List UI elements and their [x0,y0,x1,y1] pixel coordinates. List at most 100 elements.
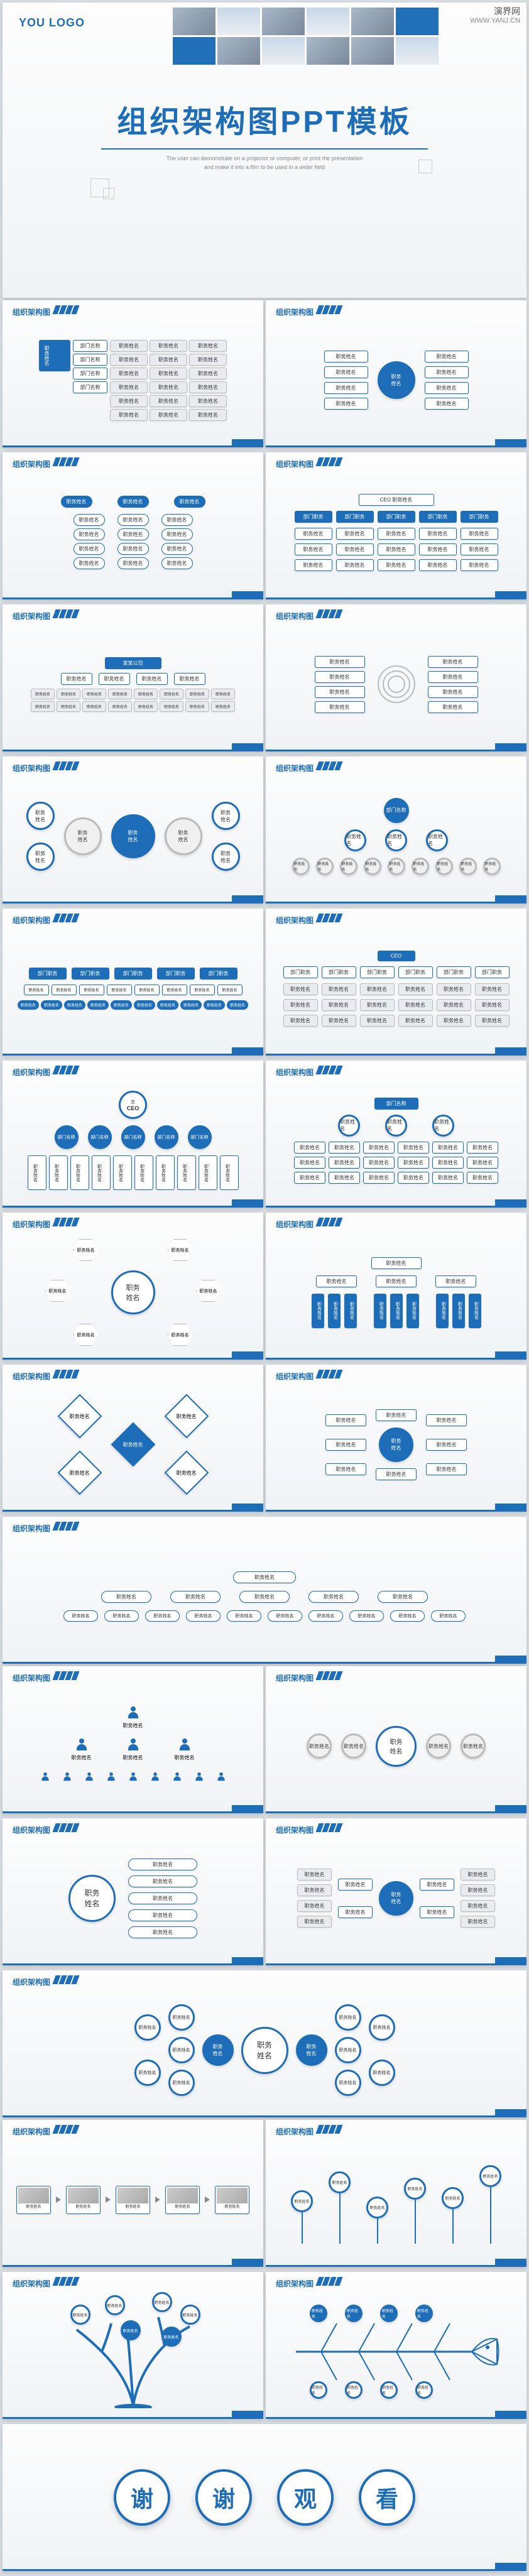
box: 职务姓名 [161,557,193,569]
circle: 职务姓名 [134,2014,161,2041]
box: 职务姓名 [227,1610,261,1622]
circle: 职务姓名 [329,2171,351,2193]
center: 职务 姓名 [111,1270,155,1314]
box: 职务姓名 [437,983,471,995]
box: 职务姓名 [297,1869,332,1880]
box: 职务姓名 [308,1610,343,1622]
label: 职务姓名 [123,1754,143,1761]
box: 职务姓名 [324,382,368,394]
box: 部门职务 [419,511,457,523]
box: 职务姓名 [428,671,478,683]
slide-20: 组织架构图 职务姓名 职务姓名 职务 姓名 职务姓名 职务姓名 [266,1666,526,1813]
box: 职务姓名 [283,983,318,995]
box: 职务姓名 [322,1015,356,1027]
box: 职务姓名 [190,985,215,995]
box: 职务姓名 [161,528,193,540]
box: 职务姓名 [437,1015,471,1027]
box: 职务姓名 [425,351,469,363]
box: 职务姓名 [436,1294,449,1328]
hex: 职务姓名 [74,1324,99,1346]
box: 职务姓名 [374,1294,386,1328]
box: 职务姓名 [233,1571,296,1583]
circle: 职务 姓名 [296,2034,327,2066]
slide-5: 组织架构图 CEO 职务姓名 部门职务 部门职务 部门职务 部门职务 部门职务 … [266,452,526,599]
box: 职务姓名 [128,1875,197,1887]
box: 职务姓名 [406,1294,419,1328]
box: 职务姓名 [61,496,92,508]
circle: 职务姓名 [435,858,453,875]
box: 职务姓名 [435,1275,476,1287]
box: 部门职务 [283,966,318,978]
box: 职务姓名 [363,1142,395,1154]
box: 职务姓名 [87,1000,109,1010]
person-icon [41,1772,50,1781]
slide-2: 组织架构图 职务姓名 部门名称 部门名称 部门名称 部门名称 职务姓名职务姓名职… [3,300,263,447]
circle: 职务姓名 [459,858,477,875]
circle: 职务姓名 [344,829,366,851]
box: 职务姓名 [283,1015,318,1027]
box: 职务姓名 [398,1142,429,1154]
slide-24: 组织架构图 职务姓名 职务姓名 职务姓名 职务姓名 职务姓名 [3,2120,263,2267]
box: 职务姓名 [398,999,433,1011]
circle: 职务姓名 [70,2305,90,2325]
subtitle-1: The user can demonstrate on a projector … [101,155,428,163]
circle: 职务姓名 [310,2381,327,2399]
box: 部门职务 [114,968,152,980]
slide-title: 组织架构图 [276,915,314,925]
box: 职务姓名 [110,340,148,352]
box: 职务姓名 [74,514,105,526]
box: 职务姓名 [150,381,187,393]
circle: 职务姓名 [461,1733,486,1759]
circle: 职务姓名 [168,2004,195,2031]
circle: 职务姓名 [483,858,501,875]
box: 职务姓名 [324,398,368,410]
box: 职务姓名 [315,671,365,683]
slide-7: 组织架构图 职务姓名职务姓名职务姓名职务姓名 职务姓名职务姓名职务姓名职务姓名 [266,604,526,751]
box: 职务姓名 [74,557,105,569]
box: 职务姓名 [322,999,356,1011]
box: 职务姓名 [117,496,149,508]
circle: 职务姓名 [292,858,310,875]
box: 部门职务 [72,968,109,980]
box: 职务姓名 [70,1155,89,1190]
box: 职务姓名 [378,1591,428,1603]
box: 职务姓名 [294,1172,325,1184]
center-circle: 职务 姓名 [378,361,415,399]
box: 职务姓名 [117,543,149,555]
circle: 职务姓名 [338,1115,360,1137]
box: 职务姓名 [420,1879,454,1891]
circle: 职务姓名 [404,2178,426,2200]
circle: 职务姓名 [180,2305,200,2325]
circle: 职务姓名 [364,858,381,875]
box: 职务姓名 [174,496,205,508]
box: 职务姓名 [220,1155,239,1190]
box: 职务姓名 [295,559,332,571]
box: 职务姓名 [461,1900,495,1912]
box: 部门名称 [73,340,107,352]
box: 职务姓名 [189,368,227,379]
label: 职务姓名 [217,2203,248,2209]
circle: 职务姓名 [385,1115,407,1137]
person-icon [173,1772,182,1781]
watermark: 演界网 WWW.YANJ.CN [470,6,520,25]
circle: 职务姓名 [310,2305,327,2322]
circle: 职务 姓名 [241,2027,288,2074]
box: 职务姓名 [74,543,105,555]
box: 职务姓名 [329,1142,360,1154]
slide-26-tree: 组织架构图 职务姓名 职务姓名 职务姓名 职务姓名 职务姓名 职务姓名 [3,2272,263,2419]
box: 职务姓名 [110,354,148,366]
diamond: 职务姓名 [70,1470,90,1476]
box: 部门名称 [73,381,107,393]
box: 职务姓名 [378,543,415,555]
box: 职务姓名 [315,656,365,668]
circle: 职务姓名 [152,2292,172,2312]
slide-title: 组织架构图 [13,915,50,925]
box: 职务姓名 [363,1157,395,1169]
box: 职务姓名 [295,528,332,540]
slide-title: 组织架构图 [276,1371,314,1382]
label: 职务姓名 [123,1722,143,1729]
box: 职务姓名 [461,528,498,540]
label: 职务姓名 [117,2203,148,2209]
box: 职务姓名 [295,543,332,555]
box: 职务姓名 [467,1172,498,1184]
